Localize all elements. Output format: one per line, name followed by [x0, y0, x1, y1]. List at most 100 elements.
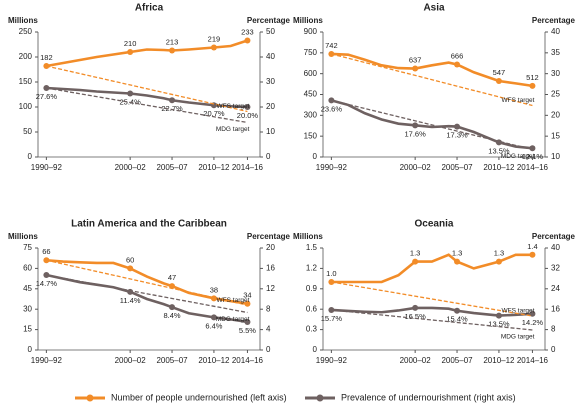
- marker: [169, 304, 176, 311]
- target-line: [331, 281, 533, 317]
- x-tick-label: 2005–07: [441, 163, 473, 172]
- value-label: 47: [168, 273, 176, 282]
- target-line: [46, 259, 248, 306]
- y-tick-label: 600: [304, 69, 318, 78]
- y-tick-label: 1.5: [306, 243, 318, 252]
- value-label: 637: [409, 56, 422, 65]
- series-line: [331, 253, 533, 284]
- marker: [244, 318, 251, 325]
- target-label: WFS target: [217, 103, 250, 110]
- x-tick-label: 2010–12: [198, 163, 230, 172]
- y2-axis-title: Percentage: [247, 16, 291, 25]
- value-label: 6.4%: [205, 321, 222, 330]
- x-tick-label: 2010–12: [483, 163, 515, 172]
- target-label: MDG target: [216, 316, 250, 323]
- marker: [210, 314, 217, 321]
- y2-tick-label: 4: [266, 325, 271, 334]
- y-tick-label: 750: [304, 48, 318, 57]
- y2-axis-title: Percentage: [532, 232, 576, 241]
- target-label: WFS target: [217, 297, 250, 304]
- value-label: 8.4%: [163, 311, 180, 320]
- value-label: 547: [493, 68, 506, 77]
- series-line: [46, 39, 248, 68]
- marker: [412, 65, 419, 72]
- value-label: 15.4%: [446, 315, 468, 324]
- x-tick-label: 2000–02: [400, 356, 432, 365]
- value-label: 38: [210, 285, 218, 294]
- y2-tick-label: 40: [266, 52, 275, 61]
- y-axis-title: Millions: [8, 16, 38, 25]
- x-tick-label: 2005–07: [156, 163, 188, 172]
- x-tick-label: 2010–12: [198, 356, 230, 365]
- marker: [529, 145, 536, 152]
- marker: [127, 288, 134, 295]
- y2-tick-label: 16: [266, 264, 275, 273]
- y2-tick-label: 8: [266, 304, 271, 313]
- target-line: [46, 274, 248, 314]
- target-line: [46, 87, 248, 124]
- value-label: 11.4%: [120, 296, 141, 305]
- y-tick-label: 0: [28, 152, 33, 161]
- value-label: 13.5%: [488, 320, 510, 329]
- y-tick-label: 250: [19, 27, 33, 36]
- y2-axis-title: Percentage: [532, 16, 576, 25]
- y2-tick-label: 20: [551, 110, 560, 119]
- y-tick-label: 200: [19, 52, 33, 61]
- value-label: 20.7%: [203, 109, 225, 118]
- y2-tick-label: 30: [551, 69, 560, 78]
- value-label: 233: [241, 27, 254, 36]
- y2-tick-label: 15: [551, 131, 560, 140]
- value-label: 5.5%: [239, 326, 256, 335]
- marker: [529, 251, 536, 258]
- y2-tick-label: 10: [266, 127, 275, 136]
- marker: [495, 312, 502, 319]
- value-label: 23.6%: [321, 104, 343, 113]
- target-label: MDG target: [501, 153, 535, 160]
- marker: [529, 82, 536, 89]
- y-tick-label: 0: [313, 345, 318, 354]
- marker: [127, 265, 134, 272]
- target-label: WFS target: [502, 308, 535, 315]
- y-tick-label: 900: [304, 27, 318, 36]
- value-label: 1.3: [452, 249, 462, 258]
- x-tick-label: 1990–92: [316, 163, 348, 172]
- y2-tick-label: 20: [266, 243, 275, 252]
- x-tick-label: 2014–16: [232, 163, 264, 172]
- value-label: 742: [325, 41, 338, 50]
- y-tick-label: 0: [313, 152, 318, 161]
- x-tick-label: 1990–92: [31, 356, 63, 365]
- y2-tick-label: 16: [551, 304, 560, 313]
- legend-swatch-dot: [86, 394, 94, 402]
- target-line: [331, 53, 533, 107]
- marker: [127, 90, 134, 97]
- y2-tick-label: 40: [551, 243, 560, 252]
- value-label: 1.3: [494, 249, 504, 258]
- y-tick-label: 150: [304, 131, 318, 140]
- y-tick-label: 0.3: [306, 325, 318, 334]
- y2-axis-title: Percentage: [247, 232, 291, 241]
- y-tick-label: 100: [19, 102, 33, 111]
- marker: [412, 258, 419, 265]
- y-tick-label: 75: [23, 243, 32, 252]
- marker: [412, 304, 419, 311]
- y-tick-label: 1.2: [306, 264, 318, 273]
- y2-tick-label: 50: [266, 27, 275, 36]
- value-label: 16.5%: [405, 312, 427, 321]
- marker: [454, 258, 461, 265]
- y2-tick-label: 0: [551, 345, 556, 354]
- y2-tick-label: 25: [551, 90, 560, 99]
- marker: [412, 122, 419, 129]
- target-line: [331, 99, 533, 151]
- value-label: 14.2%: [522, 318, 544, 327]
- y-tick-label: 0: [28, 345, 33, 354]
- x-tick-label: 2010–12: [483, 356, 515, 365]
- y2-tick-label: 20: [266, 102, 275, 111]
- target-line: [331, 309, 533, 331]
- y-tick-label: 150: [19, 77, 33, 86]
- value-label: 15.7%: [321, 314, 343, 323]
- value-label: 213: [166, 37, 179, 46]
- target-line: [46, 65, 248, 113]
- y-tick-label: 0.6: [306, 304, 318, 313]
- value-label: 666: [451, 51, 464, 60]
- x-tick-label: 2000–02: [115, 356, 147, 365]
